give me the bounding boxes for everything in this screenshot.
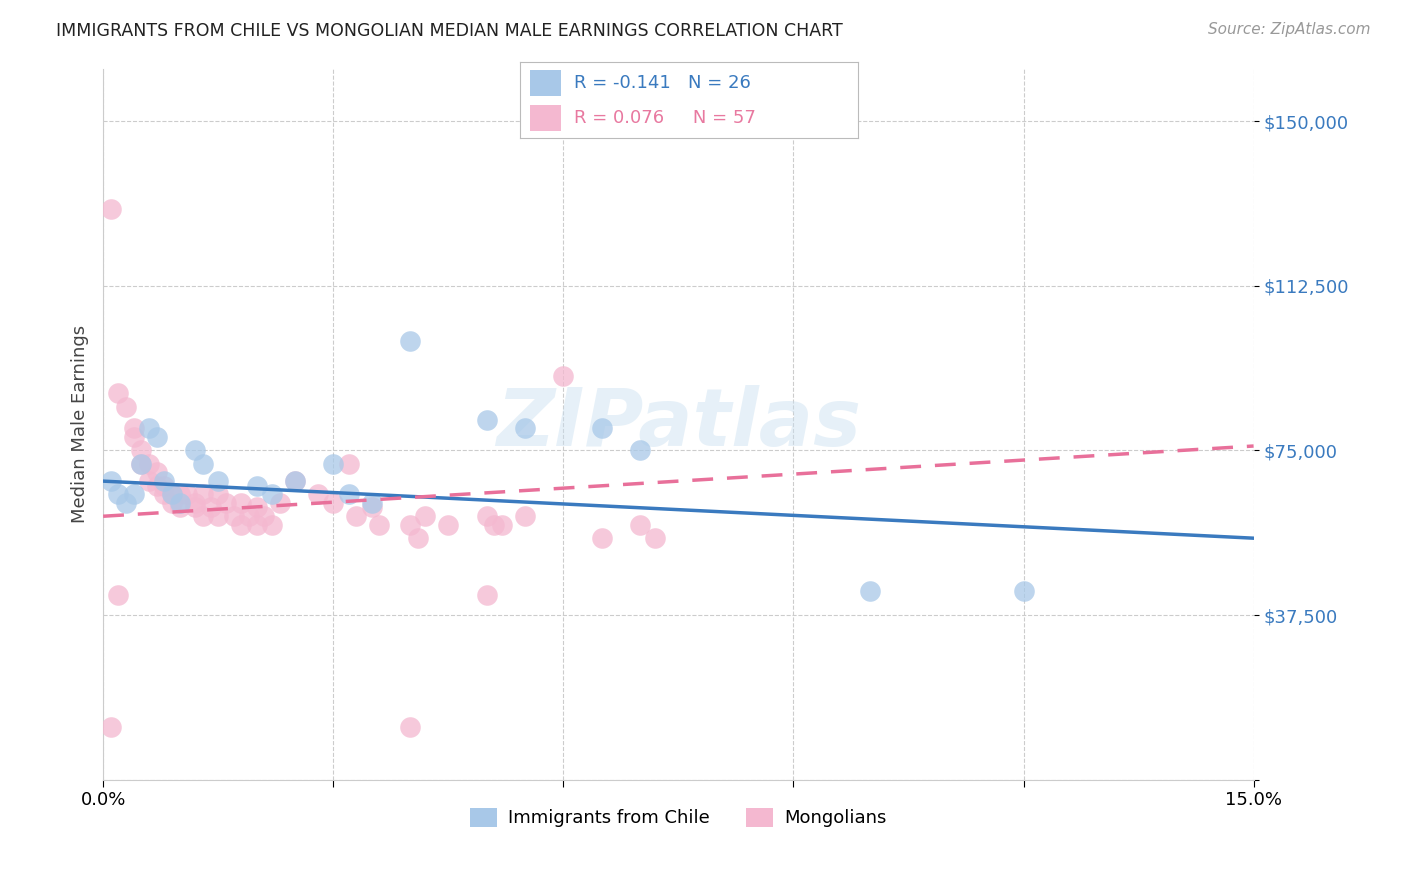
Point xyxy=(360,500,382,515)
FancyBboxPatch shape xyxy=(530,105,561,130)
Point xyxy=(115,400,138,414)
Point xyxy=(344,509,367,524)
Point xyxy=(360,496,382,510)
Point xyxy=(475,509,498,524)
Point xyxy=(191,487,214,501)
Point xyxy=(591,421,613,435)
Point xyxy=(107,588,129,602)
Point xyxy=(399,720,422,734)
FancyBboxPatch shape xyxy=(530,70,561,95)
Point xyxy=(322,457,344,471)
Point xyxy=(399,334,422,348)
Point xyxy=(191,457,214,471)
Point xyxy=(644,531,666,545)
Text: IMMIGRANTS FROM CHILE VS MONGOLIAN MEDIAN MALE EARNINGS CORRELATION CHART: IMMIGRANTS FROM CHILE VS MONGOLIAN MEDIA… xyxy=(56,22,844,40)
Point xyxy=(491,518,513,533)
Point xyxy=(253,509,276,524)
Point xyxy=(222,509,245,524)
Point xyxy=(513,509,536,524)
Point xyxy=(484,518,506,533)
Point xyxy=(153,487,176,501)
Point xyxy=(260,487,283,501)
Point xyxy=(184,496,207,510)
Point xyxy=(131,457,153,471)
Point xyxy=(138,474,160,488)
Point xyxy=(146,466,169,480)
Point xyxy=(122,430,145,444)
Point xyxy=(146,478,169,492)
Point xyxy=(413,509,436,524)
Point xyxy=(399,518,422,533)
Point xyxy=(1012,583,1035,598)
Y-axis label: Median Male Earnings: Median Male Earnings xyxy=(72,325,89,523)
Point xyxy=(176,487,198,501)
Point xyxy=(368,518,391,533)
Text: ZIPatlas: ZIPatlas xyxy=(496,385,860,463)
Point xyxy=(231,518,253,533)
Point xyxy=(231,496,253,510)
Point xyxy=(215,496,238,510)
Point xyxy=(628,443,651,458)
Point xyxy=(107,487,129,501)
Text: R = 0.076     N = 57: R = 0.076 N = 57 xyxy=(574,109,756,127)
Point xyxy=(169,496,191,510)
Point xyxy=(284,474,307,488)
Point xyxy=(475,588,498,602)
Point xyxy=(169,487,191,501)
Point xyxy=(238,509,260,524)
Point xyxy=(322,496,344,510)
Point xyxy=(115,496,138,510)
Point xyxy=(153,474,176,488)
Point xyxy=(406,531,429,545)
Point xyxy=(100,202,122,216)
Point xyxy=(859,583,882,598)
Point xyxy=(591,531,613,545)
Point xyxy=(160,487,183,501)
Point xyxy=(260,518,283,533)
Point xyxy=(207,509,229,524)
Point xyxy=(107,386,129,401)
Point xyxy=(245,500,267,515)
Point xyxy=(131,443,153,458)
Point xyxy=(100,720,122,734)
Point xyxy=(553,368,575,383)
Point xyxy=(191,509,214,524)
Point xyxy=(138,421,160,435)
Point xyxy=(200,500,222,515)
Point xyxy=(284,474,307,488)
Point xyxy=(307,487,329,501)
Point xyxy=(122,421,145,435)
Point xyxy=(207,487,229,501)
Point xyxy=(513,421,536,435)
Point xyxy=(245,518,267,533)
Point xyxy=(628,518,651,533)
Point xyxy=(245,478,267,492)
Point xyxy=(160,496,183,510)
Point xyxy=(475,412,498,426)
Point xyxy=(122,487,145,501)
Text: R = -0.141   N = 26: R = -0.141 N = 26 xyxy=(574,74,751,92)
Point xyxy=(337,487,360,501)
Point xyxy=(100,474,122,488)
Legend: Immigrants from Chile, Mongolians: Immigrants from Chile, Mongolians xyxy=(463,801,894,835)
Point xyxy=(138,457,160,471)
Point xyxy=(153,478,176,492)
Point xyxy=(184,500,207,515)
Point xyxy=(146,430,169,444)
Point xyxy=(169,500,191,515)
Point xyxy=(207,474,229,488)
Point xyxy=(160,487,183,501)
Point xyxy=(131,457,153,471)
Point xyxy=(184,443,207,458)
Point xyxy=(337,457,360,471)
Point xyxy=(269,496,291,510)
Point xyxy=(437,518,460,533)
Text: Source: ZipAtlas.com: Source: ZipAtlas.com xyxy=(1208,22,1371,37)
